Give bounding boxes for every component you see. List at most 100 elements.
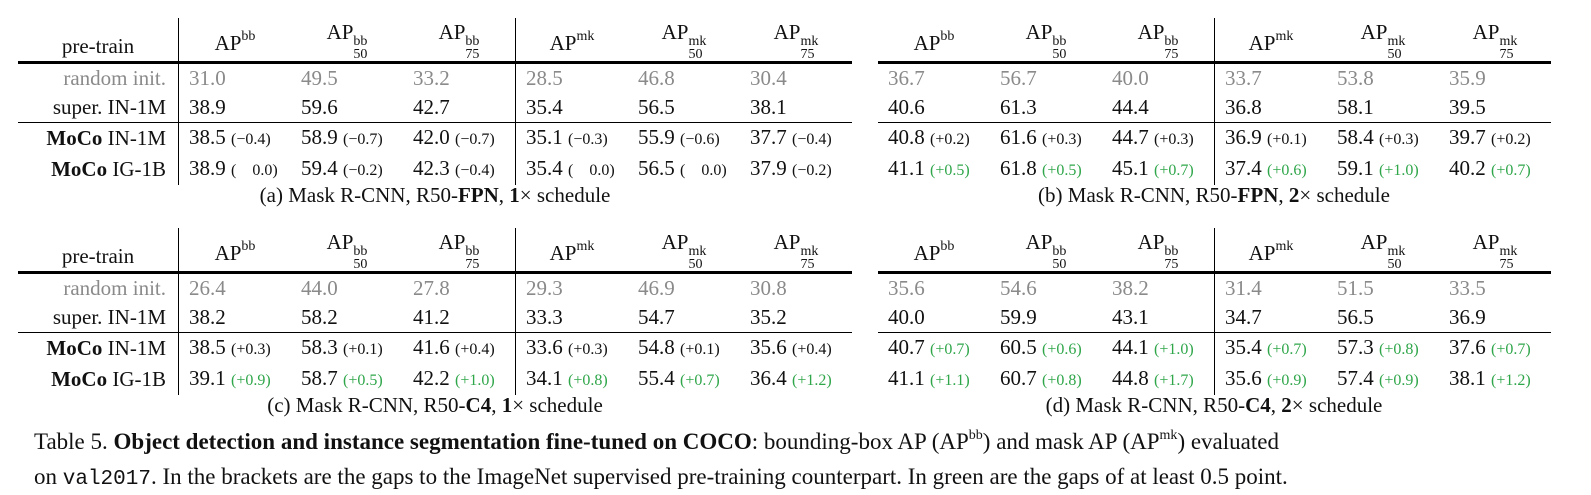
header-ap-text: AP (1360, 20, 1388, 44)
header-ap-mk-50: AP mk 50 (1327, 18, 1439, 63)
ap-value: 58.9 (301, 125, 338, 149)
results-table-c: pre-train APbb AP bb 50 AP bb 75 APmk AP mk 50 AP mk 7… (18, 228, 852, 395)
ap-value: 41.1 (888, 366, 925, 390)
ap-value: 41.1 (888, 156, 925, 180)
ap-value: 44.7 (1112, 125, 1149, 149)
header-ap-text: AP (1137, 230, 1165, 254)
ap-value: 38.1 (1449, 366, 1486, 390)
gap-value: (+0.1) (1267, 131, 1307, 148)
value-cell: 42.0 (−0.7) (403, 123, 516, 155)
ap-value: 54.8 (638, 335, 675, 359)
header-sup: bb (940, 239, 955, 254)
header-ap-text: AP (214, 241, 242, 265)
subcaption-suffix: × schedule (519, 183, 611, 207)
value-cell: 39.7 (+0.2) (1439, 123, 1551, 155)
ap-value: 41.6 (413, 335, 450, 359)
value-cell: 56.5 (1327, 303, 1439, 333)
ap-value: 37.6 (1449, 335, 1486, 359)
header-ap-bb: APbb (178, 228, 291, 273)
table-panel-c: pre-train APbb AP bb 50 AP bb 75 APmk AP mk 50 AP mk 7… (18, 228, 852, 395)
value-cell: 59.9 (990, 303, 1102, 333)
header-sup-sub-stack: bb 75 (465, 34, 480, 62)
header-ap-bb-75: AP bb 75 (1102, 18, 1215, 63)
ap-value: 44.0 (301, 276, 338, 300)
value-cell: 61.8 (+0.5) (990, 154, 1102, 185)
gap-value: (−0.4) (231, 131, 271, 148)
value-cell: 38.2 (1102, 273, 1215, 304)
value-cell: 33.2 (403, 63, 516, 94)
caption-text-5: . In the brackets are the gaps to the Im… (150, 464, 1288, 489)
gap-value: (+0.6) (1267, 162, 1307, 179)
header-ap-mk-75: AP mk 75 (1439, 18, 1551, 63)
subcaption-a: (a) Mask R-CNN, R50-FPN, 1× schedule (18, 183, 852, 208)
value-cell: 38.2 (178, 303, 291, 333)
method-name: MoCo (46, 336, 103, 360)
gap-value: (+0.5) (1042, 162, 1082, 179)
gap-value: (+0.7) (1491, 341, 1531, 358)
value-cell: 38.1 (+1.2) (1439, 364, 1551, 395)
table-row: MoCo IN-1M 38.5 (−0.4) 58.9 (−0.7) 42.0 (−0… (18, 122, 852, 155)
header-sub: 50 (353, 47, 368, 62)
table-row: 40.8 (+0.2) 61.6 (+0.3) 44.7 (+0.3) 36.9 (+… (878, 122, 1551, 155)
ap-value: 56.5 (1337, 305, 1374, 329)
value-cell: 26.4 (178, 272, 291, 303)
gap-value: (+0.7) (680, 372, 720, 389)
value-cell: 56.7 (990, 63, 1102, 94)
header-ap-mk: APmk (1214, 18, 1327, 63)
header-sup: mk (688, 244, 707, 259)
header-sup: bb (940, 29, 955, 44)
ap-value: 57.4 (1337, 366, 1374, 390)
value-cell: 37.4 (+0.6) (1214, 154, 1327, 185)
gap-value: (+0.3) (1042, 131, 1082, 148)
gap-value: (+0.3) (1379, 131, 1419, 148)
ap-value: 42.2 (413, 366, 450, 390)
header-sup: bb (353, 34, 368, 49)
ap-value: 58.2 (301, 305, 338, 329)
subcaption-comma: , (498, 183, 510, 207)
gap-value: (+1.7) (1154, 372, 1194, 389)
ap-value: 31.0 (189, 66, 226, 90)
subcaption-prefix: (a) Mask R-CNN, R50- (259, 183, 458, 207)
caption-sup-bb: bb (968, 428, 983, 443)
table-row: super. IN-1M 38.2 58.2 41.2 33.3 54.7 35.2 (18, 303, 852, 333)
value-cell: 35.6 (+0.4) (740, 333, 852, 365)
value-cell: 39.1 (+0.9) (178, 364, 291, 395)
header-sup: mk (800, 244, 819, 259)
subcaption-bold-sched: 2 (1288, 183, 1300, 207)
header-sup: mk (576, 239, 595, 254)
ap-value: 61.6 (1000, 125, 1037, 149)
ap-value: 36.7 (888, 66, 925, 90)
ap-value: 30.8 (750, 276, 787, 300)
header-sup: bb (465, 34, 480, 49)
subcaption-bold-arch: FPN (457, 183, 499, 207)
header-ap-text: AP (438, 230, 466, 254)
dataset-name: random init. (63, 276, 166, 300)
gap-value: (+0.3) (231, 341, 271, 358)
pretrain-cell: MoCo IG-1B (18, 154, 179, 185)
ap-value: 26.4 (189, 276, 226, 300)
subcaption-bold-arch: C4 (465, 393, 492, 417)
gap-value: (+0.9) (231, 372, 271, 389)
subcaption-comma: , (1278, 183, 1289, 207)
value-cell: 38.1 (740, 93, 852, 123)
subcaption-bold-sched: 1 (501, 393, 513, 417)
ap-value: 61.8 (1000, 156, 1037, 180)
ap-value: 37.7 (750, 125, 787, 149)
header-ap-text: AP (661, 20, 689, 44)
ap-value: 42.0 (413, 125, 450, 149)
value-cell: 40.2 (+0.7) (1439, 154, 1551, 185)
value-cell: 35.6 (+0.9) (1214, 364, 1327, 395)
ap-value: 30.4 (750, 66, 787, 90)
subcaption-comma: , (1270, 393, 1282, 417)
ap-value: 42.7 (413, 95, 450, 119)
value-cell: 41.1 (+0.5) (878, 154, 990, 185)
value-cell: 39.5 (1439, 93, 1551, 123)
header-sup-sub-stack: bb 50 (1052, 245, 1066, 272)
gap-value: (+0.4) (455, 341, 495, 358)
value-cell: 44.7 (+0.3) (1102, 123, 1215, 155)
ap-value: 38.2 (189, 305, 226, 329)
gap-value: (+0.1) (680, 341, 720, 358)
value-cell: 44.1 (+1.0) (1102, 333, 1215, 365)
subcaption-prefix: (d) Mask R-CNN, R50- (1045, 393, 1246, 417)
method-name: MoCo (46, 126, 103, 150)
